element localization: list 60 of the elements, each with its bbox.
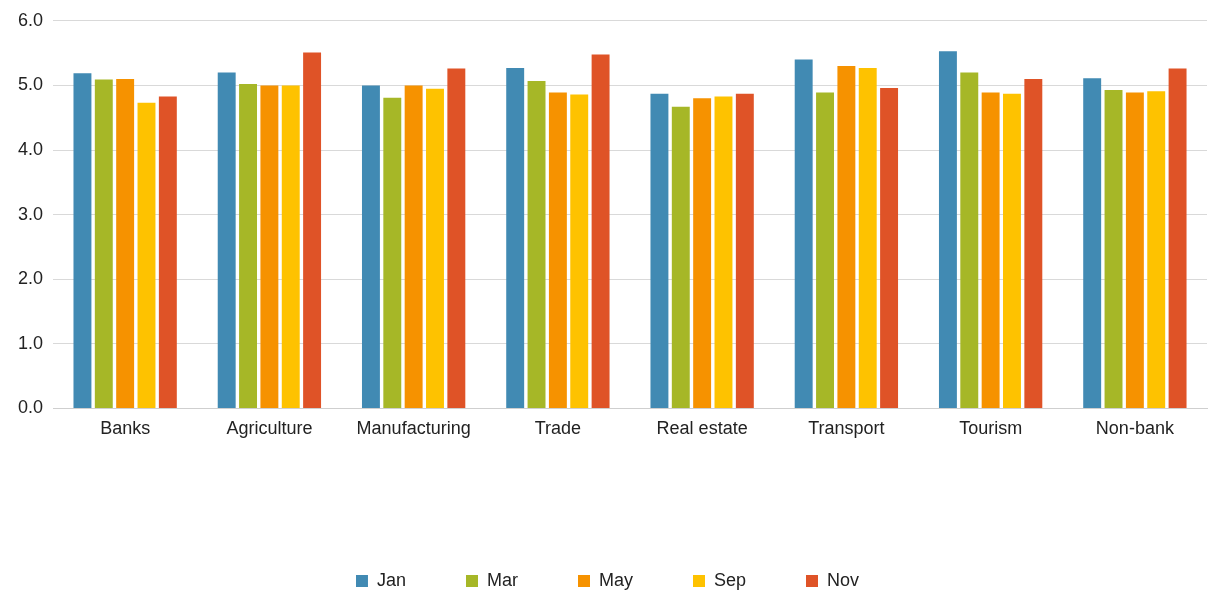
bar (735, 93, 754, 408)
y-tick-label: 5.0 (17, 74, 44, 95)
bar (217, 72, 236, 408)
y-tick-label: 1.0 (17, 332, 44, 353)
bar (671, 106, 690, 408)
bar (1024, 78, 1043, 408)
bar (281, 85, 300, 408)
bar (837, 66, 856, 408)
x-tick-label: Transport (808, 418, 885, 439)
bar (73, 73, 92, 408)
bar (1083, 78, 1102, 408)
bar (816, 92, 834, 408)
y-tick-label: 2.0 (17, 268, 44, 289)
legend-label: Mar (486, 569, 518, 590)
bar (260, 85, 279, 408)
bar (858, 67, 877, 408)
x-tick-label: Manufacturing (356, 418, 471, 439)
bar (960, 72, 979, 408)
bar (447, 68, 466, 408)
bar (938, 51, 957, 408)
legend-label: Nov (827, 569, 860, 590)
bar (693, 98, 712, 408)
x-tick-label: Agriculture (226, 418, 313, 439)
bar (981, 92, 1000, 408)
bar (1147, 91, 1166, 408)
y-tick-label: 4.0 (17, 138, 44, 159)
bar (383, 97, 402, 408)
bar (506, 67, 525, 408)
y-tick-label: 6.0 (17, 9, 44, 30)
x-tick-label: Non-bank (1095, 418, 1175, 439)
legend-label: Jan (376, 569, 406, 590)
bar (137, 102, 156, 408)
x-tick-label: Trade (534, 418, 582, 439)
legend-label: Sep (713, 569, 747, 590)
bar (794, 59, 813, 408)
bar (239, 84, 258, 408)
x-tick-label: Banks (100, 418, 151, 439)
y-tick-label: 3.0 (17, 203, 44, 224)
bar (94, 79, 113, 408)
y-tick-label: 0.0 (17, 397, 44, 418)
x-tick-label: Tourism (959, 418, 1023, 439)
x-tick-label: Real estate (656, 418, 748, 439)
bar (591, 54, 610, 408)
bar (303, 52, 322, 408)
bar (880, 87, 899, 408)
bar (426, 88, 444, 408)
bar (361, 85, 380, 408)
bar (650, 93, 669, 408)
bar (404, 85, 423, 408)
bar (158, 96, 177, 408)
bar (548, 92, 567, 408)
bar (1003, 93, 1021, 408)
bar (116, 78, 135, 408)
bar (1168, 68, 1187, 408)
bar (1125, 92, 1144, 408)
bar (527, 80, 546, 408)
bar (570, 94, 589, 408)
legend-label: May (598, 569, 633, 590)
bar (1104, 89, 1123, 408)
bar (714, 96, 733, 408)
